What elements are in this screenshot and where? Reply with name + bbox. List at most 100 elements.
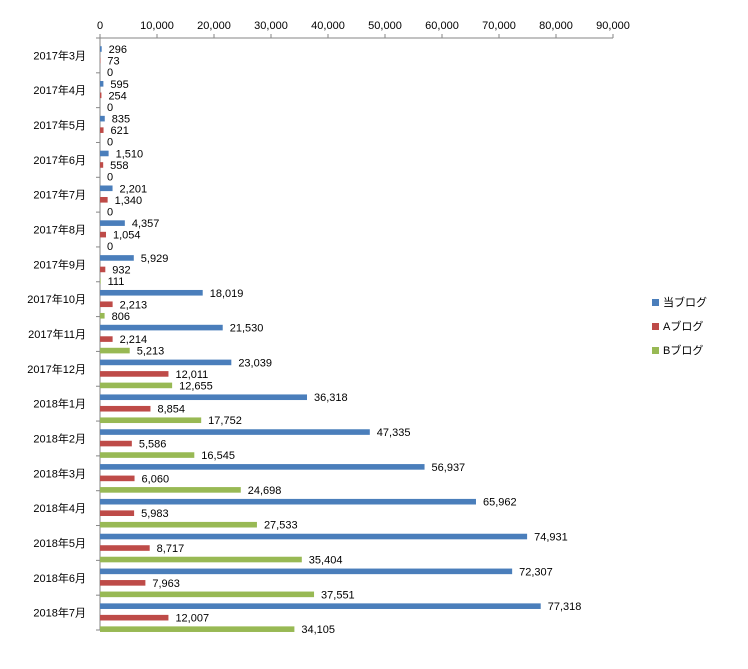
data-label: 1,340 [115, 195, 143, 207]
bar-series-1 [100, 150, 109, 157]
data-label: 595 [110, 79, 128, 91]
bar-series-3 [100, 417, 202, 424]
bar-series-2 [100, 405, 151, 412]
bar-series-1 [100, 324, 223, 331]
data-label: 21,530 [230, 323, 264, 335]
legend: 当ブログ Aブログ Bブログ [652, 290, 707, 362]
bar-series-1 [100, 289, 203, 296]
data-label: 34,105 [301, 624, 335, 636]
data-label: 111 [108, 276, 125, 288]
legend-item-series-1: 当ブログ [652, 290, 707, 314]
data-label: 0 [107, 102, 113, 114]
data-label: 17,752 [208, 415, 242, 427]
legend-swatch-series-2 [652, 322, 659, 330]
data-label: 0 [107, 241, 113, 253]
data-label: 5,213 [137, 346, 165, 358]
bar-series-3 [100, 487, 241, 493]
data-label: 2,201 [120, 183, 148, 195]
category-label: 2017年4月 [33, 83, 86, 97]
x-tick-label: 50,000 [368, 20, 402, 32]
data-label: 4,357 [132, 218, 160, 230]
bar-series-3 [100, 312, 105, 319]
legend-swatch-series-3 [652, 346, 659, 354]
bar-series-1 [100, 359, 232, 366]
data-label: 806 [112, 311, 130, 323]
data-label: 0 [107, 206, 113, 218]
labels-layer: 2017年3月2967302017年4月59525402017年5月835621… [27, 44, 581, 636]
bar-series-3 [100, 452, 195, 458]
data-label: 72,307 [519, 566, 553, 578]
x-tick-label: 40,000 [311, 20, 345, 32]
data-label: 558 [110, 160, 128, 172]
data-label: 12,007 [175, 613, 209, 625]
data-label: 12,655 [179, 380, 213, 392]
bar-series-2 [100, 614, 169, 621]
data-label: 73 [107, 56, 119, 68]
bar-series-2 [100, 440, 132, 447]
category-label: 2017年10月 [27, 292, 86, 306]
category-label: 2017年12月 [27, 362, 86, 376]
bar-series-1 [100, 185, 113, 192]
data-label: 254 [108, 90, 126, 102]
data-label: 16,545 [201, 450, 235, 462]
bar-series-2 [100, 545, 150, 551]
legend-swatch-series-1 [652, 298, 659, 306]
bar-series-2 [100, 510, 135, 517]
x-tick-label: 0 [97, 20, 103, 32]
bar-series-1 [100, 46, 102, 52]
bar-series-2 [100, 231, 107, 238]
category-label: 2018年4月 [33, 501, 86, 515]
data-label: 296 [109, 44, 127, 56]
axis-layer: 0 10,000 20,000 30,000 40,000 50,000 60,000 70,… [96, 20, 630, 631]
data-label: 8,717 [157, 543, 185, 555]
data-label: 5,929 [141, 253, 169, 265]
data-label: 36,318 [314, 392, 348, 404]
data-label: 0 [107, 171, 113, 183]
x-tick-label: 70,000 [482, 20, 516, 32]
bar-series-1 [100, 533, 528, 540]
bar-series-3 [100, 626, 295, 632]
category-label: 2017年8月 [33, 223, 86, 237]
data-label: 77,318 [548, 601, 582, 613]
bar-series-3 [100, 382, 173, 389]
bar-series-3 [100, 591, 315, 598]
legend-item-series-3: Bブログ [652, 338, 707, 362]
bar-series-1 [100, 394, 308, 401]
bar-series-2 [100, 196, 108, 203]
category-label: 2018年2月 [33, 431, 86, 445]
category-label: 2017年7月 [33, 188, 86, 202]
bar-series-3 [100, 521, 257, 528]
x-tick-label: 20,000 [197, 20, 231, 32]
bar-series-2 [100, 580, 146, 586]
bar-series-1 [100, 115, 105, 122]
data-label: 5,586 [139, 439, 167, 451]
data-label: 47,335 [377, 427, 411, 439]
bar-series-1 [100, 220, 125, 226]
bar-series-2 [100, 336, 113, 342]
category-label: 2017年5月 [33, 118, 86, 132]
data-label: 0 [107, 67, 113, 79]
data-label: 932 [112, 264, 130, 276]
data-label: 621 [111, 125, 129, 137]
bars-layer [100, 46, 541, 632]
bar-series-2 [100, 92, 102, 99]
bar-series-1 [100, 255, 134, 261]
bar-series-3 [100, 556, 302, 563]
data-label: 1,510 [116, 148, 144, 160]
data-label: 2,213 [120, 299, 148, 311]
data-label: 12,011 [175, 369, 208, 381]
x-tick-label: 90,000 [596, 20, 630, 32]
x-tick-label: 30,000 [254, 20, 288, 32]
category-label: 2018年7月 [33, 606, 86, 620]
data-label: 1,054 [113, 230, 141, 242]
category-label: 2018年1月 [33, 397, 86, 411]
data-label: 7,963 [152, 578, 180, 590]
x-tick-label: 60,000 [425, 20, 459, 32]
bar-series-1 [100, 498, 476, 505]
category-label: 2018年3月 [33, 466, 86, 480]
category-label: 2017年3月 [33, 48, 86, 62]
data-label: 2,214 [120, 334, 148, 346]
x-tick-label: 10,000 [140, 20, 174, 32]
category-label: 2017年9月 [33, 257, 86, 271]
category-label: 2017年6月 [33, 153, 86, 167]
